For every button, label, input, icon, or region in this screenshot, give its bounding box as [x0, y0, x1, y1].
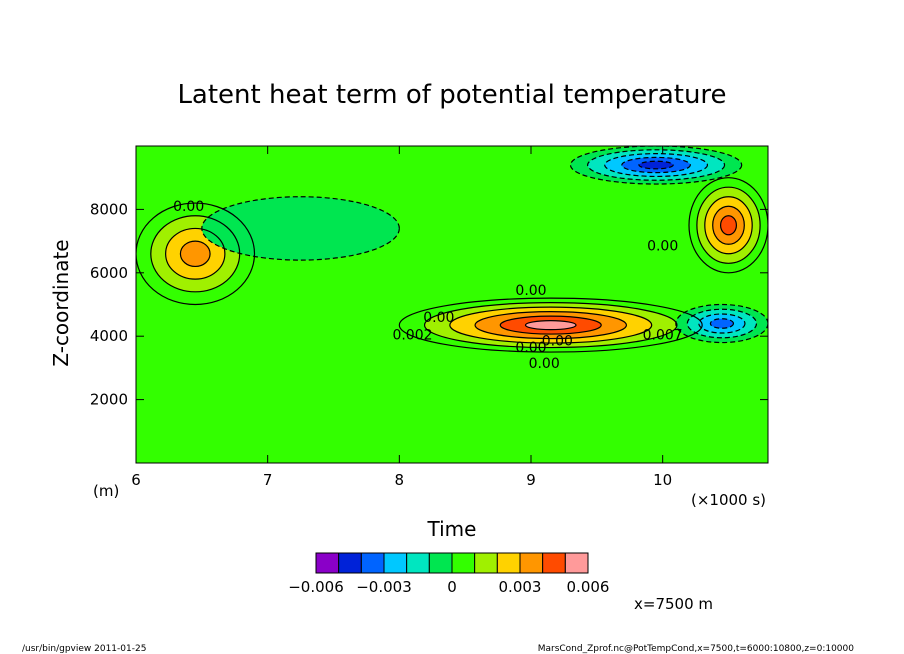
colorbar-tick-label: −0.003: [356, 578, 412, 596]
y-axis: 2000 4000 6000 8000: [90, 200, 768, 409]
contour-line: [587, 149, 726, 181]
x-unit-label: (×1000 s): [691, 491, 766, 509]
contour-line: [569, 146, 743, 185]
contour-line: [398, 297, 703, 353]
contour-label: 0.00: [173, 199, 204, 215]
contour-fill: [201, 196, 400, 261]
contour-label: 0.00: [515, 340, 546, 356]
contour-label: 0.00: [542, 334, 573, 350]
colorbar-swatch: [338, 552, 362, 574]
colorbar-swatch: [519, 552, 544, 574]
plot-frame: [135, 145, 769, 464]
colorbar-swatch: [564, 552, 589, 574]
colorbar-swatch: [542, 552, 566, 574]
footer-right: MarsCond_Zprof.nc@PotTempCond,x=7500,t=6…: [538, 644, 855, 654]
x-tick-label: 6: [131, 471, 141, 489]
position-label: x=7500 m: [634, 595, 713, 613]
contour-label: 0.00: [423, 310, 454, 326]
contour-line: [474, 311, 628, 340]
y-axis-title: Z-coordinate: [49, 239, 73, 366]
colorbar-tick-label: −0.006: [288, 578, 344, 596]
contour-label: 0.00: [647, 239, 678, 255]
contour-line: [165, 227, 226, 280]
contour-line: [686, 308, 758, 339]
contour-line: [675, 303, 768, 344]
contour-line: [499, 315, 602, 335]
plot-area: 0.000.000.000.000.002 0.000.000.000.007 6…: [90, 145, 769, 489]
contour-line: [698, 313, 746, 334]
colorbar-swatch: [451, 552, 476, 574]
colorbar-tick-label: 0: [447, 578, 457, 596]
colorbar-swatch: [496, 552, 521, 574]
x-tick-label: 9: [526, 471, 536, 489]
contour-line: [688, 177, 768, 274]
y-tick-label: 4000: [90, 327, 128, 345]
colorbar-swatch: [383, 552, 408, 574]
x-axis-title: Time: [427, 517, 477, 541]
contour-line: [201, 196, 400, 261]
contour-fill: [638, 161, 674, 169]
colorbar-swatch: [315, 552, 340, 574]
contour-fill: [720, 215, 737, 235]
contour-label: 0.007: [643, 327, 683, 343]
contour-label: 0.00: [515, 283, 546, 299]
y-tick-label: 8000: [90, 200, 128, 218]
colorbar-swatch: [474, 552, 498, 574]
y-tick-label: 6000: [90, 264, 128, 282]
x-axis: 6 7 8 9 10: [131, 146, 672, 489]
contour-lines: [136, 146, 768, 353]
contour-label: 0.00: [529, 356, 560, 372]
contour-labels: 0.000.000.000.000.002 0.000.000.000.007: [173, 199, 683, 372]
colorbar-tick-label: 0.006: [567, 578, 610, 596]
contour-fill: [525, 320, 576, 330]
colorbar-tick-label: 0.003: [499, 578, 542, 596]
contour-label: 0.002: [392, 327, 432, 343]
contour-line: [449, 306, 653, 344]
contour-line: [704, 196, 753, 255]
x-tick-label: 10: [653, 471, 672, 489]
contour-line: [604, 153, 709, 178]
colorbar-swatch: [428, 552, 453, 574]
contour-line: [719, 215, 737, 236]
contour-line: [179, 240, 211, 268]
contour-line: [709, 318, 735, 329]
contour-line: [136, 202, 256, 306]
x-tick-label: 8: [395, 471, 405, 489]
y-tick-label: 2000: [90, 391, 128, 409]
contour-line: [423, 302, 678, 349]
contour-line: [621, 156, 691, 174]
footer-left: /usr/bin/gpview 2011-01-25: [22, 644, 146, 654]
contour-line: [638, 160, 674, 170]
x-tick-label: 7: [263, 471, 273, 489]
contour-fill: [710, 318, 734, 329]
contour-fill: [180, 241, 211, 267]
colorbar-swatch: [360, 552, 385, 574]
chart-title: Latent heat term of potential temperatur…: [177, 80, 726, 110]
colorbar-swatch: [406, 552, 430, 574]
contour-line: [696, 186, 761, 264]
y-unit-label: (m): [93, 482, 119, 500]
contour-fills: [136, 146, 768, 353]
colorbar: −0.006 −0.003 0 0.003 0.006: [288, 552, 610, 596]
contour-line: [712, 205, 745, 245]
contour-line: [524, 320, 577, 331]
